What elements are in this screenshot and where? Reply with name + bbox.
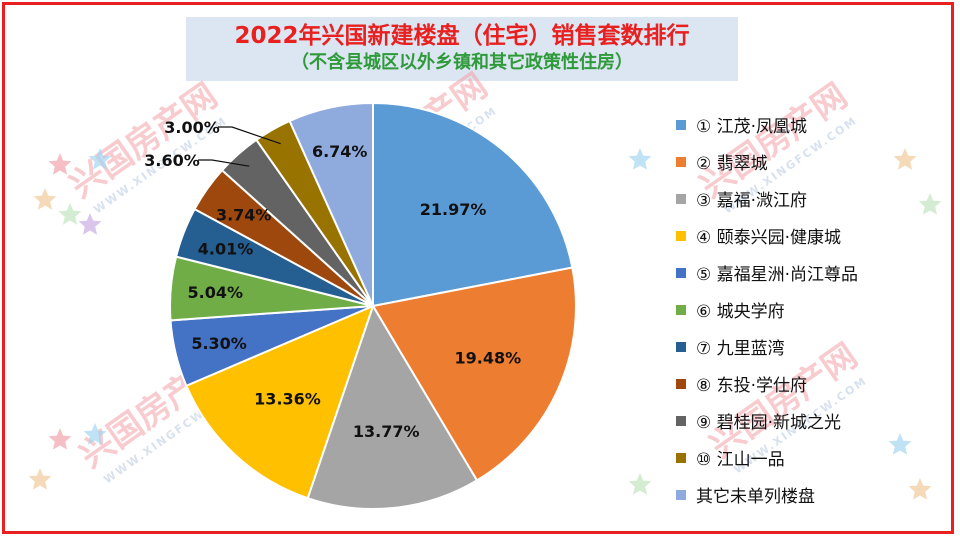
legend-label: ⑦ 九里蓝湾 xyxy=(696,339,785,359)
legend-item: ⑤ 嘉福星洲·尚江尊品 xyxy=(676,254,946,291)
legend-item: ① 江茂·凤凰城 xyxy=(676,106,946,143)
legend-item: ④ 颐泰兴园·健康城 xyxy=(676,217,946,254)
legend-label: ⑥ 城央学府 xyxy=(696,302,785,322)
legend-label: 其它未单列楼盘 xyxy=(696,487,815,507)
watermark-star-icon xyxy=(33,188,57,210)
data-label: 21.97% xyxy=(420,200,487,219)
watermark-star-icon xyxy=(58,203,82,225)
data-label: 3.00% xyxy=(164,118,220,137)
leader-lines xyxy=(198,126,281,167)
legend-item: 其它未单列楼盘 xyxy=(676,476,946,513)
data-label: 5.30% xyxy=(191,334,247,353)
legend-swatch xyxy=(676,119,686,130)
pie-slice xyxy=(185,304,375,500)
data-label: 13.77% xyxy=(353,422,420,441)
chart-subtitle: （不含县城区以外乡镇和其它政策性住房） xyxy=(291,52,633,73)
legend-swatch xyxy=(676,230,686,241)
data-labels: 21.97% 19.48% 13.77% 13.36% 5.30% 5.04% 4.01% 3… xyxy=(144,118,521,441)
legend-swatch xyxy=(676,378,686,389)
watermark-star-icon xyxy=(888,433,912,455)
data-label: 4.01% xyxy=(198,240,254,259)
watermark-star-icon xyxy=(78,213,102,235)
legend-item: ⑧ 东投·学仕府 xyxy=(676,365,946,402)
legend-swatch xyxy=(676,489,686,500)
data-label: 3.60% xyxy=(144,151,200,170)
legend-swatch xyxy=(676,341,686,352)
pie-slice xyxy=(306,303,479,510)
pie-slice xyxy=(288,101,374,307)
legend-label: ③ 嘉福·溦江府 xyxy=(696,191,808,211)
legend-swatch xyxy=(676,304,686,315)
data-label: 13.36% xyxy=(254,389,321,408)
watermark-star-icon xyxy=(48,153,72,175)
legend-swatch xyxy=(676,267,686,278)
legend-label: ⑨ 碧桂园·新城之光 xyxy=(696,413,842,433)
legend-label: ⑩ 江山一品 xyxy=(696,450,785,470)
chart-title: 2022年兴国新建楼盘（住宅）销售套数排行 xyxy=(234,23,690,49)
legend-swatch xyxy=(676,193,686,204)
watermark-star-icon xyxy=(893,148,917,170)
legend-item: ③ 嘉福·溦江府 xyxy=(676,180,946,217)
data-label: 6.74% xyxy=(312,142,368,161)
leader-line xyxy=(218,126,281,145)
watermark-star-icon xyxy=(628,473,652,495)
watermark-star-icon xyxy=(48,428,72,450)
legend-item: ⑦ 九里蓝湾 xyxy=(676,328,946,365)
data-label: 3.74% xyxy=(216,206,272,225)
watermark-star-icon xyxy=(908,478,932,500)
legend-label: ① 江茂·凤凰城 xyxy=(696,117,808,137)
legend-swatch xyxy=(676,415,686,426)
legend-item: ② 翡翠城 xyxy=(676,143,946,180)
pie-slices xyxy=(169,101,577,510)
legend-swatch xyxy=(676,156,686,167)
data-label: 19.48% xyxy=(454,349,521,368)
data-label: 5.04% xyxy=(188,283,244,302)
legend-swatch xyxy=(676,452,686,463)
legend: ① 江茂·凤凰城 ② 翡翠城 ③ 嘉福·溦江府 ④ 颐泰兴园·健康城 ⑤ 嘉福星洲·尚江… xyxy=(676,106,946,513)
legend-item: ⑥ 城央学府 xyxy=(676,291,946,328)
watermark-star-icon xyxy=(28,468,52,490)
legend-item: ⑩ 江山一品 xyxy=(676,439,946,476)
leader-line xyxy=(198,159,250,167)
legend-item: ⑨ 碧桂园·新城之光 xyxy=(676,402,946,439)
watermark-star-icon xyxy=(83,423,107,445)
watermark-star-icon xyxy=(918,193,942,215)
watermark-star-icon xyxy=(88,148,112,170)
legend-label: ⑧ 东投·学仕府 xyxy=(696,376,808,396)
pie-slice xyxy=(372,101,574,308)
legend-label: ⑤ 嘉福星洲·尚江尊品 xyxy=(696,265,859,285)
title-box: 2022年兴国新建楼盘（住宅）销售套数排行 （不含县城区以外乡镇和其它政策性住房… xyxy=(186,17,738,81)
legend-label: ② 翡翠城 xyxy=(696,154,768,174)
legend-label: ④ 颐泰兴园·健康城 xyxy=(696,228,842,248)
pie-slice xyxy=(371,266,577,482)
watermark-star-icon xyxy=(628,148,652,170)
